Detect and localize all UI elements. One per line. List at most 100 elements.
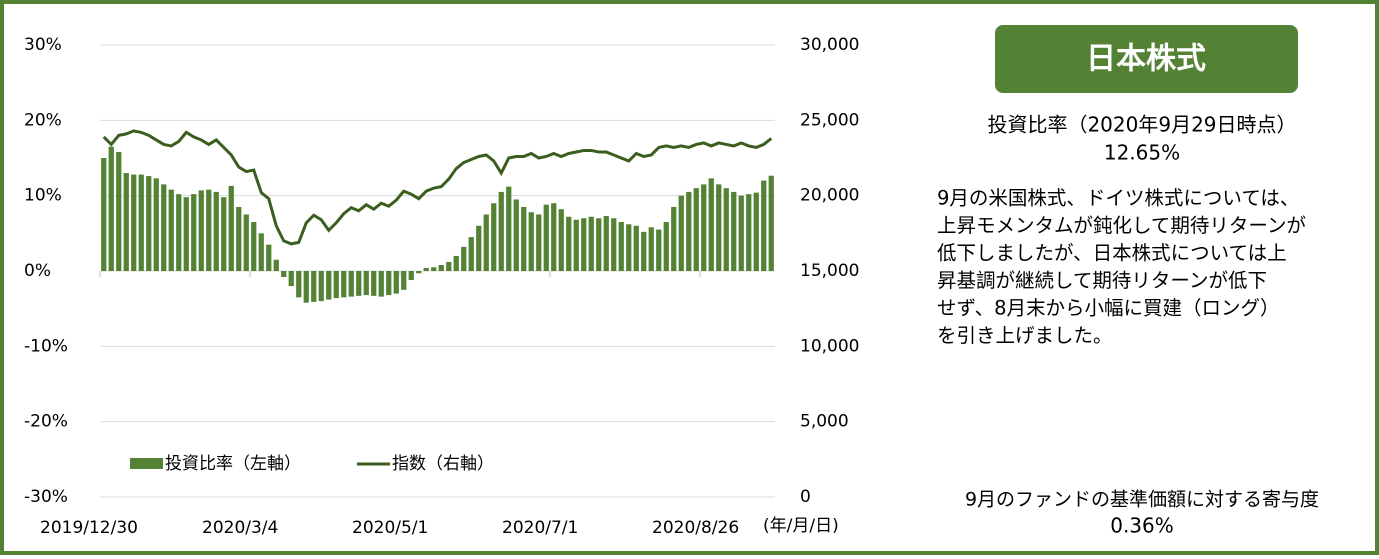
bar [266,244,272,271]
y2-tick-label: 10,000 [800,336,859,356]
bar [746,194,752,271]
bar [588,216,594,271]
bar [116,151,122,271]
bar [318,271,324,302]
bar [101,158,107,271]
bar [543,204,549,271]
commentary-line: 9月の米国株式、ドイツ株式については、 [937,187,1299,210]
bar [723,188,729,271]
bar [678,195,684,271]
bar [491,203,497,271]
bar [303,271,309,303]
bar [341,271,347,298]
bar [438,264,444,271]
bar [236,206,242,271]
commentary-line: を引き上げました。 [937,324,1113,347]
x-tick-label: 2020/3/4 [202,518,278,538]
x-tick-label: 2020/5/1 [352,518,428,538]
contribution-label: 9月のファンドの基準価額に対する寄与度 [965,489,1319,511]
bar [363,271,369,296]
bar [243,214,249,271]
bar [183,197,189,271]
bar [153,178,159,271]
commentary-line: 低下しましたが、日本株式については上 [937,242,1287,265]
bar [168,189,174,271]
y2-tick-label: 20,000 [800,186,859,206]
bar [603,216,609,271]
bar [356,271,362,296]
bar [618,222,624,271]
y-tick-label: -10% [24,336,68,356]
commentary-line: 昇基調が継続して期待リターンが低下 [937,269,1267,292]
bar [573,219,579,271]
bar [191,194,197,271]
bar [288,271,294,287]
bar [551,203,557,271]
bar [468,237,474,271]
bar [596,218,602,271]
y2-tick-label: 0 [800,487,811,507]
bar [446,261,452,271]
bar [401,271,407,290]
y2-tick-label: 30,000 [800,35,859,55]
legend-label: 指数（右軸） [392,454,494,474]
bar [626,224,632,271]
bar [408,271,414,281]
bar [513,199,519,271]
bar [738,195,744,271]
bar [483,214,489,271]
bar [506,186,512,271]
ratio-value: 12.65% [1104,141,1180,165]
bar [213,191,219,271]
bar [536,214,542,271]
bar [761,180,767,271]
bar [326,271,332,300]
bar [296,271,302,298]
bar [423,267,429,271]
bar [581,218,587,271]
bar [416,271,422,274]
y-tick-label: 0% [24,261,51,281]
bar [138,174,144,271]
x-tick-label: 2019/12/30 [40,518,138,538]
bar [498,191,504,271]
y-tick-label: -20% [24,412,68,432]
bar [528,212,534,271]
bar [693,188,699,271]
panel-title-box [995,25,1298,93]
commentary-line: せず、8月末から小幅に買建（ロング） [937,297,1280,320]
bar [461,246,467,271]
panel-title: 日本株式 [1086,42,1206,77]
commentary-line: 上昇モメンタムが鈍化して期待リターンが [937,214,1306,237]
y2-tick-label: 5,000 [800,412,849,432]
y-tick-label: 10% [24,186,62,206]
bar [558,209,564,271]
bar [311,271,317,302]
bar [228,185,234,271]
bar [476,225,482,271]
bar [648,227,654,271]
bar [273,259,279,271]
y-tick-label: 20% [24,110,62,130]
index-line [102,129,773,246]
contribution-value: 0.36% [1110,514,1174,538]
ratio-label: 投資比率（2020年9月29日時点） [987,113,1296,137]
bar [671,206,677,271]
bar [198,190,204,271]
y2-tick-label: 15,000 [800,261,859,281]
bar [656,229,662,271]
bar [708,178,714,271]
bar [686,191,692,271]
bar [146,176,152,271]
legend-swatch [130,458,163,469]
bar [378,271,384,297]
x-tick-label: 2020/8/26 [652,518,739,538]
y-tick-label: 30% [24,35,62,55]
x-unit: (年/月/日) [763,516,839,536]
bar [258,233,264,271]
bar [393,271,399,294]
bar [633,225,639,271]
bar [768,175,774,271]
